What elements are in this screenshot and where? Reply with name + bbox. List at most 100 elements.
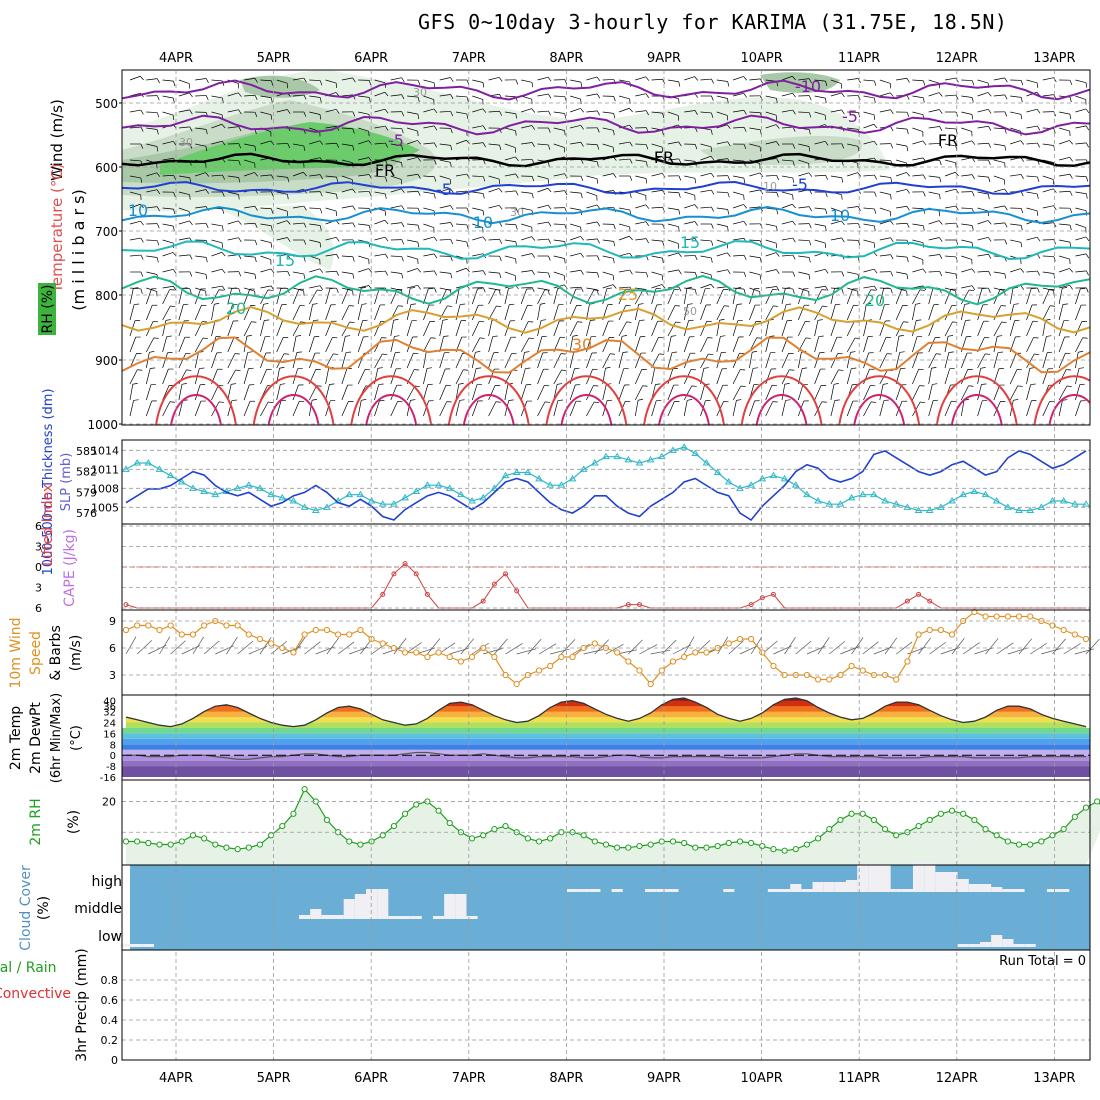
- wind-barb-flag: [711, 78, 714, 84]
- wind-barb-flag: [825, 98, 827, 104]
- wind-barb-flag: [482, 193, 485, 199]
- date-label-bottom: 6APR: [354, 1071, 388, 1086]
- temp-band: [122, 727, 1090, 734]
- wind-barb: [520, 288, 528, 305]
- wind-barb: [325, 191, 337, 195]
- wind-barb-flag: [140, 143, 144, 149]
- li-tick-label: 3: [35, 582, 42, 595]
- wind-barb-flag: [922, 225, 925, 231]
- slp-line-point: [244, 481, 253, 488]
- wind-barb-flag: [499, 290, 501, 296]
- wind-barb: [700, 155, 711, 161]
- cloud-bar-high: [566, 889, 579, 892]
- wind-barb-flag: [1069, 157, 1073, 162]
- contour-label: 30: [179, 136, 193, 149]
- wind-barb: [1075, 384, 1081, 401]
- rh2m-line-point: [245, 844, 252, 851]
- wind-barb-flag: [515, 130, 517, 136]
- wind-barb: [993, 321, 1002, 337]
- wind-barb-flag: [947, 335, 954, 337]
- li-tick-label: 3: [35, 541, 42, 554]
- wind-barb-flag: [1004, 77, 1008, 83]
- wind-barb: [667, 289, 675, 305]
- wind-barb-flag: [645, 110, 649, 116]
- wind-barb: [683, 304, 689, 321]
- wind10-speed-line-point: [223, 622, 230, 629]
- wind-barb: [667, 384, 674, 401]
- wind-barb: [618, 269, 630, 273]
- wind-barb-flag: [319, 114, 322, 120]
- wind-barb: [276, 384, 281, 401]
- wind-barb: [700, 353, 709, 369]
- wind-barb: [912, 127, 923, 132]
- slp-line-point: [814, 497, 822, 504]
- wind-barb: [374, 400, 380, 417]
- wind-barb: [781, 384, 786, 401]
- rh2m-line-point: [826, 826, 833, 833]
- wind-barb-flag: [773, 305, 779, 307]
- wind-barb: [684, 76, 695, 81]
- wind-barb: [830, 288, 835, 305]
- wind-barb: [471, 321, 480, 337]
- wind-barb-flag: [368, 268, 373, 273]
- lifted-index-point: [916, 591, 922, 597]
- wind-barb: [178, 92, 190, 97]
- wind-barb: [162, 285, 174, 289]
- wind-barb-flag: [140, 237, 144, 243]
- wind-barb-flag: [218, 289, 224, 291]
- wind-barb: [244, 271, 255, 275]
- wind-barb: [423, 253, 435, 257]
- wind-barb: [178, 384, 183, 401]
- wind-barb: [634, 320, 640, 337]
- wind10-barb: [918, 637, 931, 655]
- wind-barb-flag: [156, 223, 160, 229]
- wind-barb: [912, 369, 919, 385]
- wind-barb: [944, 255, 956, 258]
- slp-line-point: [445, 484, 454, 491]
- wind-barb-flag: [434, 142, 437, 148]
- wind-barb: [928, 271, 940, 273]
- wind-barb-flag: [890, 194, 892, 200]
- wind-barb-flag: [939, 194, 941, 200]
- wind-barb: [407, 173, 419, 177]
- wind-barb-flag: [597, 110, 600, 116]
- wind-barb: [928, 143, 940, 145]
- wind-barb-flag: [817, 319, 823, 321]
- lifted-index-point: [625, 602, 631, 608]
- slp-line-point: [970, 487, 979, 494]
- wind-barb-flag: [597, 272, 600, 278]
- wind-barb: [749, 78, 761, 81]
- wind10-barb: [1074, 648, 1095, 655]
- wind-barb-flag: [508, 287, 514, 289]
- wind-barb-flag: [1053, 188, 1057, 193]
- wind-barb-flag: [736, 287, 742, 289]
- hot-contour: [853, 394, 906, 425]
- wind-barb: [1026, 91, 1037, 97]
- wind-barb: [960, 352, 968, 369]
- slp-line-point: [345, 490, 354, 498]
- slp-line-point: [948, 497, 956, 504]
- wind-barb-flag: [254, 206, 258, 211]
- wind-barb: [211, 352, 218, 369]
- cloud-bar-high: [968, 884, 980, 892]
- wind-barb: [814, 285, 826, 289]
- wind-barb: [944, 159, 956, 164]
- wind-barb-flag: [743, 93, 747, 98]
- wind-barb-flag: [955, 94, 959, 100]
- wind-barb-flag: [808, 206, 812, 212]
- wind-barb: [537, 221, 549, 225]
- wind-barb-flag: [336, 271, 340, 276]
- rh2m-line-point: [893, 832, 900, 839]
- wind-barb-flag: [743, 178, 746, 184]
- wind-barb-flag: [254, 112, 258, 118]
- wind-barb-flag: [466, 224, 469, 230]
- wind-barb-flag: [874, 80, 877, 86]
- cloud-bar-low: [1024, 944, 1036, 947]
- wind-barb-flag: [349, 321, 355, 324]
- wind-barb: [586, 320, 591, 337]
- wind-barb: [977, 384, 982, 401]
- wind-barb: [537, 76, 549, 81]
- wind-barb: [553, 288, 559, 305]
- wind-barb: [162, 268, 174, 273]
- wind-barb-flag: [466, 96, 469, 102]
